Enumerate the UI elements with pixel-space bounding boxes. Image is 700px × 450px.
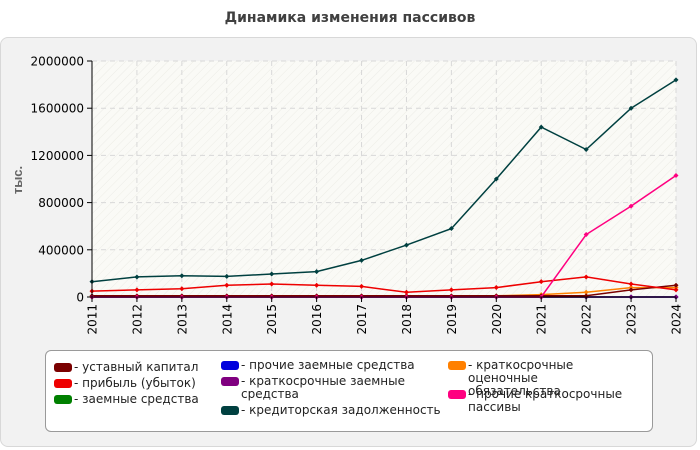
y-tick-label: 400000 (38, 243, 84, 257)
series-5-line (91, 79, 677, 283)
series-1-point (538, 279, 544, 285)
series-1-point (403, 289, 409, 295)
series-6-point (583, 289, 589, 295)
axes: 0 400000 800000 1200000 1600000 2000000 2011 20… (31, 55, 684, 335)
x-tick-label: 2012 (130, 304, 144, 335)
series-1-point (314, 282, 320, 288)
x-tick-label: 2019 (445, 304, 459, 335)
legend-item: - уставный капитал (54, 361, 254, 374)
x-tick-label: 2017 (355, 304, 369, 335)
chart-title: Динамика изменения пассивов (224, 10, 476, 26)
legend-item: - заемные средства (54, 393, 254, 406)
legend-item: - кредиторская задолженность (221, 404, 441, 417)
series-1-point (628, 281, 634, 287)
x-tick-label: 2018 (400, 304, 414, 335)
series-5-point (134, 274, 140, 280)
plot-area (92, 61, 676, 297)
series-5-point (359, 257, 365, 263)
legend-swatch (54, 395, 72, 404)
y-tick-label: 800000 (38, 196, 84, 210)
series-7-point (673, 172, 679, 178)
series-1-point (359, 283, 365, 289)
x-tick-label: 2014 (220, 304, 234, 335)
series-1-point (448, 287, 454, 293)
y-tick-label: 0 (76, 291, 84, 305)
series-1-point (224, 282, 230, 288)
series-1-line (91, 276, 677, 294)
x-tick-label: 2024 (670, 304, 684, 335)
legend-label: - заемные средства (74, 392, 199, 406)
x-tick-label: 2022 (580, 304, 594, 335)
legend-label: - кредиторская задолженность (241, 403, 441, 417)
y-tick-label: 1600000 (31, 102, 84, 116)
series-5-point (224, 273, 230, 279)
legend-swatch (448, 361, 466, 370)
series-5-point (493, 176, 499, 182)
series-1-point (134, 287, 140, 293)
series-5-point (403, 242, 409, 248)
legend-swatch (221, 377, 239, 386)
legend-swatch (54, 363, 72, 372)
series-5-point (448, 226, 454, 232)
x-tick-label: 2021 (535, 304, 549, 335)
series-0-point (673, 282, 679, 288)
x-tick-label: 2020 (490, 304, 504, 335)
series-1-point (583, 274, 589, 280)
x-tick-label: 2015 (265, 304, 279, 335)
series-7-point (628, 203, 634, 209)
y-tick-label: 1200000 (31, 149, 84, 163)
series-5-point (538, 124, 544, 130)
legend-item: - краткосрочные оценочные обязательства (448, 359, 628, 398)
y-tick-label: 2000000 (31, 55, 84, 69)
x-tick-label: 2013 (175, 304, 189, 335)
legend-label: - уставный капитал (74, 360, 199, 374)
legend-item: - прочие заемные средства (221, 359, 421, 372)
legend-swatch (448, 390, 466, 399)
legend-label: - прочие краткосрочные пассивы (468, 387, 623, 414)
series-1-point (269, 281, 275, 287)
series-7-point (583, 231, 589, 237)
series-1-point (493, 285, 499, 291)
legend: - уставный капитал - прибыль (убыток) - … (45, 350, 653, 432)
series-0-point (628, 287, 634, 293)
series-5-point (179, 273, 185, 279)
legend-label: - краткосрочные оценочные обязательства (468, 358, 574, 398)
series-1-point (673, 287, 679, 293)
series-5-point (628, 105, 634, 111)
y-axis-label: тыс. (10, 166, 25, 194)
legend-label: - прочие заемные средства (241, 358, 415, 372)
legend-item: - прочие краткосрочные пассивы (448, 388, 628, 414)
legend-swatch (221, 406, 239, 415)
legend-item: - краткосрочные заемные средства (221, 375, 411, 401)
series-1-point (179, 286, 185, 292)
series-5-point (314, 269, 320, 275)
legend-label: - краткосрочные заемные средства (241, 374, 405, 401)
series-5-point (269, 271, 275, 277)
series-5-point (583, 147, 589, 152)
series-5-point (673, 77, 679, 83)
x-tick-label: 2023 (625, 304, 639, 335)
legend-item: - прибыль (убыток) (54, 377, 254, 390)
x-tick-label: 2016 (310, 304, 324, 335)
series-0-line (92, 284, 677, 297)
x-tick-label: 2011 (86, 304, 100, 335)
legend-swatch (221, 361, 239, 370)
legend-label: - прибыль (убыток) (74, 376, 196, 390)
legend-swatch (54, 379, 72, 388)
